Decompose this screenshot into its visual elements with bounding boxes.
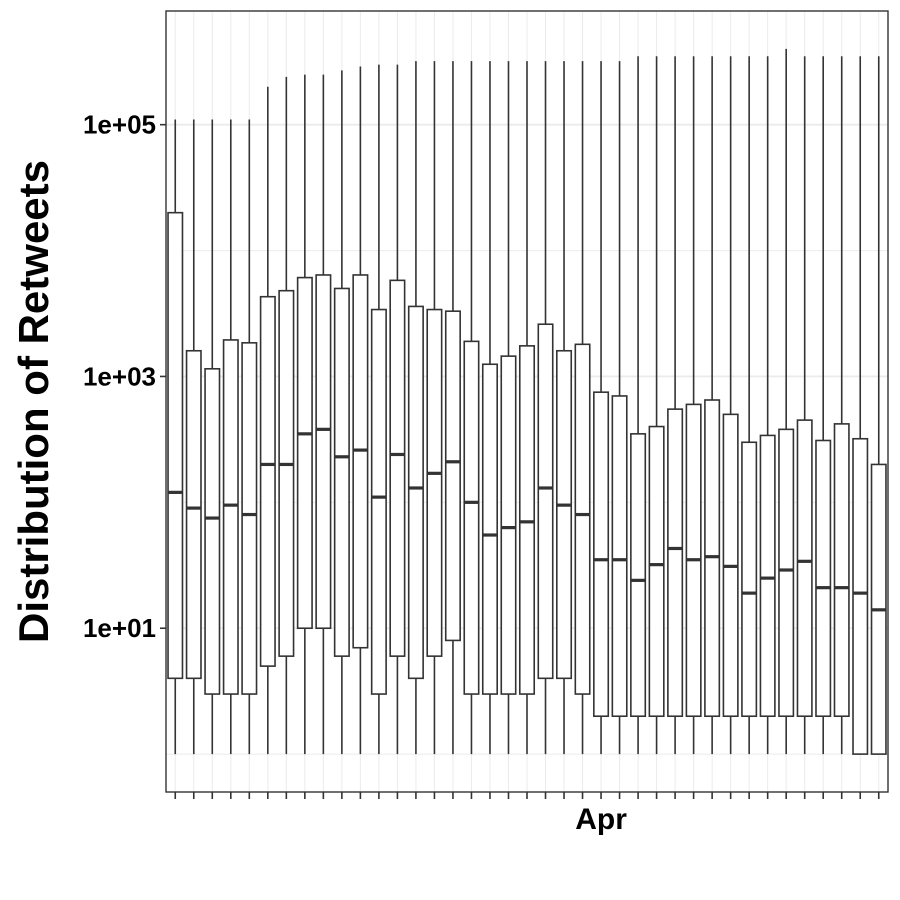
y-tick-label: 1e+03 [83,361,156,391]
box-iqr [778,428,795,718]
box-3 [204,119,221,755]
box-iqr [518,345,536,695]
box-iqr [741,441,758,718]
box-6 [259,86,276,755]
box-iqr [370,308,387,695]
box-iqr [796,419,813,718]
x-tick-label: Apr [575,803,627,836]
box-16 [444,61,461,755]
box-iqr [463,340,480,695]
box-iqr [333,287,350,657]
box-20 [518,61,536,755]
box-15 [426,61,443,755]
box-38 [852,56,869,755]
box-32 [741,56,758,755]
box-27 [648,56,665,755]
box-iqr [852,437,869,755]
box-11 [352,66,369,755]
box-iqr [444,310,461,642]
box-iqr [241,342,258,695]
box-iqr [833,423,850,718]
box-layer [167,48,887,755]
box-18 [481,61,498,755]
y-tick-label: 1e+01 [83,613,156,643]
box-iqr [630,433,647,718]
box-29 [685,56,702,755]
box-34 [778,48,795,755]
box-iqr [611,395,628,718]
box-39 [870,56,887,755]
box-iqr [407,305,424,680]
box-23 [574,61,591,755]
box-7 [278,76,295,755]
box-22 [556,61,573,755]
box-26 [630,56,647,755]
box-iqr [667,408,684,718]
box-36 [815,56,832,755]
box-iqr [167,211,184,680]
y-axis: 1e+01 1e+03 1e+05 [83,110,166,643]
box-iqr [815,439,832,718]
box-iqr [556,349,573,680]
box-5 [241,119,258,755]
box-iqr [222,339,239,695]
box-37 [833,56,850,755]
box-iqr [426,308,443,657]
box-iqr [481,363,498,695]
box-iqr [389,279,406,657]
box-33 [759,56,776,755]
box-2 [185,119,202,755]
box-1 [167,119,184,755]
box-25 [611,61,628,755]
box-19 [500,61,517,755]
box-iqr [352,274,369,649]
box-31 [722,56,739,755]
box-iqr [185,349,202,680]
box-8 [296,74,313,755]
box-12 [370,64,387,755]
box-iqr [593,391,610,718]
box-24 [593,61,610,755]
box-21 [537,61,554,755]
box-iqr [500,355,517,695]
box-13 [389,64,406,755]
box-28 [667,56,684,755]
box-iqr [574,343,591,695]
box-10 [333,70,350,755]
box-iqr [315,274,332,630]
box-iqr [648,425,665,718]
box-17 [463,61,480,755]
box-iqr [537,323,554,680]
box-35 [796,56,813,755]
x-axis: Apr [174,792,880,836]
box-iqr [296,276,313,630]
box-iqr [759,434,776,718]
y-axis-title: Distribution of Retweets [10,160,57,643]
box-4 [222,119,239,755]
y-tick-label: 1e+05 [83,110,156,140]
box-14 [407,61,424,755]
box-iqr [259,295,276,667]
box-30 [704,56,721,755]
box-9 [315,74,332,755]
box-iqr [204,368,221,695]
box-iqr [278,289,295,657]
